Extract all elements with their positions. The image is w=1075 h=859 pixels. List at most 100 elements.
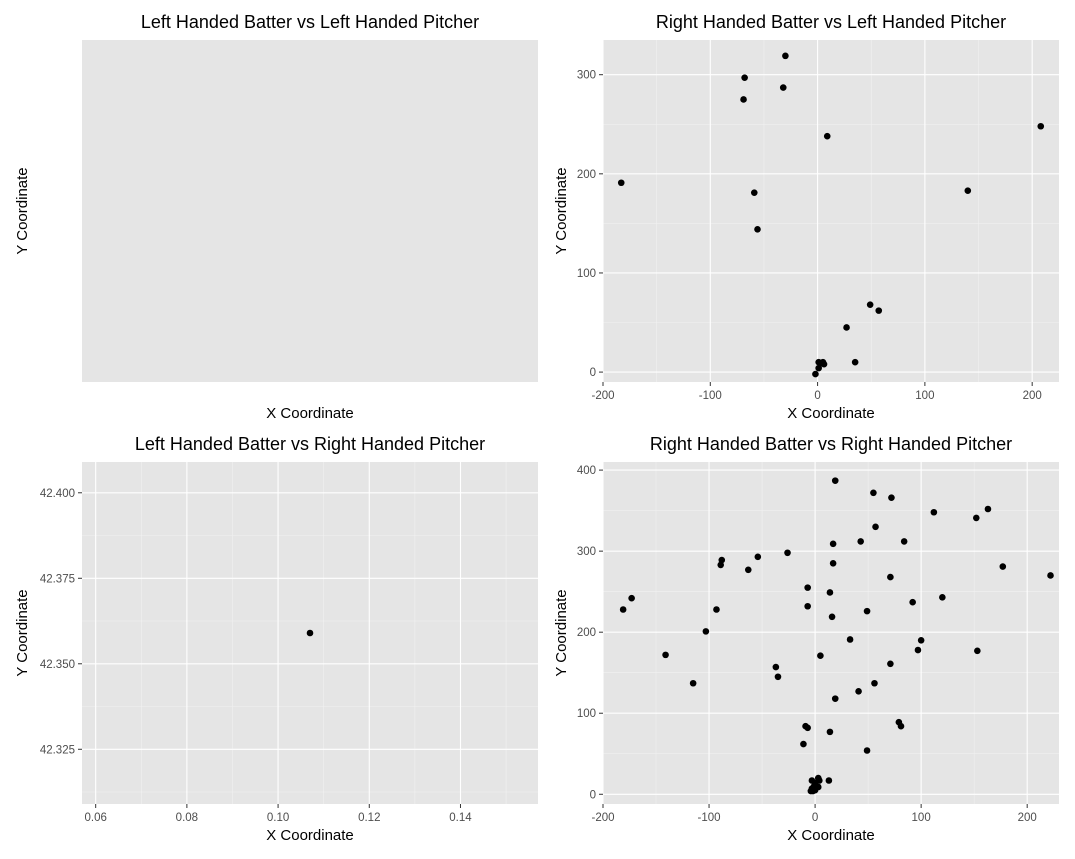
- data-point: [826, 728, 834, 736]
- data-point: [804, 602, 811, 610]
- x-tick-label: -100: [698, 812, 721, 824]
- data-point: [930, 508, 938, 516]
- data-point: [855, 688, 862, 695]
- data-point: [814, 774, 822, 782]
- y-tick-label: 400: [577, 465, 596, 477]
- data-point: [740, 96, 747, 103]
- data-point: [909, 598, 916, 606]
- data-point: [718, 556, 726, 564]
- data-point: [871, 679, 878, 687]
- data-point: [964, 187, 972, 194]
- x-tick-label: 100: [912, 812, 931, 824]
- y-tick-label: 100: [577, 268, 596, 280]
- x-tick-label: 0.12: [358, 812, 380, 824]
- y-tick-label: 42.400: [40, 488, 75, 500]
- ticks-rhb-vs-rhp: -200 -100 0 100 200 0 100 200 300 400: [577, 465, 1037, 824]
- x-axis-title-lhb-vs-rhp: X Coordinate: [266, 827, 354, 844]
- data-point: [802, 722, 809, 730]
- data-point: [774, 673, 782, 681]
- data-point: [870, 489, 877, 497]
- grid-rhb-vs-lhp: [602, 40, 1059, 382]
- data-point: [628, 594, 635, 602]
- x-tick-label: 0.14: [449, 812, 472, 824]
- x-tick-label: 200: [1023, 390, 1042, 402]
- chart-title-rhb-vs-lhp: Right Handed Batter vs Left Handed Pitch…: [656, 12, 1006, 32]
- plot-area-rhb-vs-lhp: [603, 40, 1059, 382]
- chart-title-lhb-vs-lhp: Left Handed Batter vs Left Handed Pitche…: [141, 12, 479, 32]
- data-point: [897, 722, 905, 730]
- panel-rhb-vs-lhp: Right Handed Batter vs Left Handed Pitch…: [553, 12, 1059, 422]
- data-point: [829, 560, 837, 567]
- data-point: [617, 179, 625, 187]
- data-point: [306, 629, 314, 637]
- x-axis-title-rhb-vs-lhp: X Coordinate: [787, 405, 875, 422]
- data-point: [831, 477, 839, 484]
- plot-area-lhb-vs-lhp: [82, 40, 538, 382]
- y-tick-label: 200: [577, 627, 596, 639]
- data-point: [779, 84, 787, 91]
- data-point: [974, 647, 981, 655]
- data-point: [843, 324, 850, 331]
- y-tick-label: 42.375: [40, 573, 75, 585]
- data-point: [1047, 572, 1054, 579]
- data-point: [863, 747, 871, 754]
- y-tick-label: 200: [577, 169, 596, 181]
- data-point: [825, 777, 833, 784]
- data-point: [831, 695, 839, 702]
- x-tick-label: 200: [1018, 812, 1037, 824]
- data-point: [811, 786, 819, 794]
- ticks-lhb-vs-rhp: 0.06 0.08 0.10 0.12 0.14 42.325 42.350 42.375 42…: [40, 488, 472, 824]
- data-point: [917, 636, 925, 644]
- y-axis-title-lhb-vs-lhp: Y Coordinate: [14, 167, 31, 254]
- x-tick-label: 0.10: [267, 812, 289, 824]
- x-tick-label: 100: [915, 390, 934, 402]
- data-point: [754, 553, 762, 561]
- x-tick-label: 0.08: [176, 812, 198, 824]
- data-point: [888, 494, 895, 501]
- data-point: [826, 589, 834, 596]
- x-tick-label: -100: [699, 390, 722, 402]
- data-point: [817, 652, 824, 659]
- data-point: [782, 52, 789, 60]
- panel-lhb-vs-rhp: Left Handed Batter vs Right Handed Pitch…: [14, 434, 538, 844]
- data-point: [828, 613, 836, 621]
- ticks-rhb-vs-lhp: -200 -100 0 100 200 0 100 200 300: [577, 70, 1042, 402]
- points-rhb-vs-rhp: [619, 477, 1054, 795]
- data-point: [984, 505, 992, 513]
- data-point: [784, 549, 791, 557]
- data-point: [846, 636, 854, 643]
- data-point: [857, 538, 864, 545]
- x-axis-title-rhb-vs-rhp: X Coordinate: [787, 827, 875, 844]
- data-point: [713, 606, 720, 613]
- data-point: [900, 538, 908, 545]
- data-point: [800, 740, 807, 748]
- x-tick-label: -200: [591, 812, 614, 824]
- data-point: [872, 523, 879, 531]
- data-point: [702, 628, 710, 635]
- y-axis-title-rhb-vs-lhp: Y Coordinate: [553, 167, 570, 254]
- data-point: [939, 594, 946, 601]
- y-tick-label: 100: [577, 708, 596, 720]
- data-point: [1037, 122, 1045, 130]
- data-point: [619, 606, 627, 613]
- data-point: [772, 663, 780, 671]
- data-point: [689, 679, 697, 687]
- y-tick-label: 0: [590, 789, 596, 801]
- x-tick-label: 0.06: [84, 812, 106, 824]
- x-axis-title-lhb-vs-lhp: X Coordinate: [266, 405, 354, 422]
- y-tick-label: 300: [577, 70, 596, 82]
- x-tick-label: 0: [812, 812, 818, 824]
- x-tick-label: -200: [591, 390, 614, 402]
- data-point: [754, 226, 761, 233]
- data-point: [875, 307, 883, 314]
- panel-lhb-vs-lhp: Left Handed Batter vs Left Handed Pitche…: [14, 12, 538, 422]
- x-tick-label: 0: [814, 390, 820, 402]
- y-tick-label: 300: [577, 546, 596, 558]
- data-point: [750, 189, 758, 196]
- grid-lhb-vs-rhp: [82, 462, 538, 804]
- data-point: [744, 566, 752, 574]
- plot-area-rhb-vs-rhp: [603, 462, 1059, 804]
- data-point: [851, 358, 859, 366]
- data-point: [887, 660, 894, 668]
